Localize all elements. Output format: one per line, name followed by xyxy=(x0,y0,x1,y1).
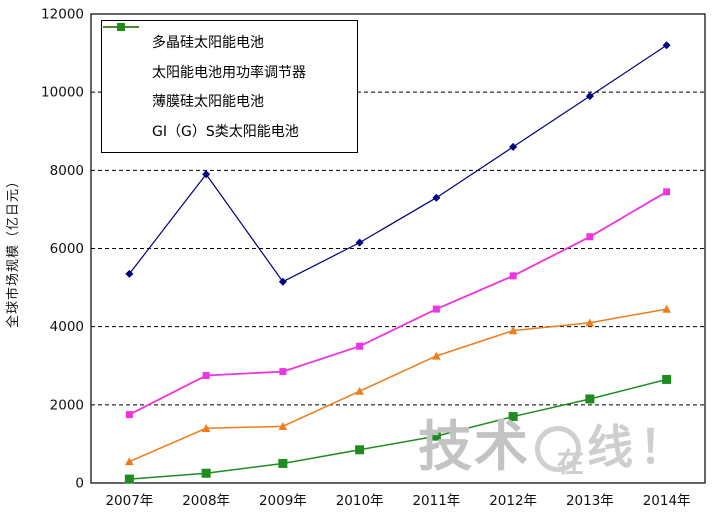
data-point-marker xyxy=(585,92,594,101)
data-point-marker xyxy=(662,41,671,50)
data-point-marker xyxy=(585,394,595,404)
series-line-0 xyxy=(128,44,667,283)
data-point-marker xyxy=(125,411,133,419)
x-tick-label: 2009年 xyxy=(259,493,307,509)
y-tick-label: 4000 xyxy=(50,319,84,335)
y-tick-label: 0 xyxy=(75,476,84,492)
legend-label: 薄膜硅太阳能电池 xyxy=(152,94,264,111)
y-tick-label: 6000 xyxy=(50,241,84,257)
legend-label: GI（G）S类太阳能电池 xyxy=(152,124,299,141)
data-point-marker xyxy=(662,304,671,313)
legend-item: GI（G）S类太阳能电池 xyxy=(103,23,357,144)
data-point-marker xyxy=(432,193,441,202)
data-point-marker xyxy=(125,269,134,278)
data-point-marker xyxy=(586,233,594,241)
data-point-marker xyxy=(432,305,440,313)
legend-item: 多晶硅太阳能电池 xyxy=(103,23,357,55)
x-tick-label: 2013年 xyxy=(566,493,614,509)
series-line-3 xyxy=(129,378,667,480)
data-point-marker xyxy=(278,277,287,286)
legend-item: 薄膜硅太阳能电池 xyxy=(103,22,357,114)
x-tick-label: 2012年 xyxy=(489,493,537,509)
data-point-marker xyxy=(431,431,441,441)
series-line-1 xyxy=(128,191,668,416)
data-point-marker xyxy=(663,188,671,196)
data-point-marker xyxy=(202,372,210,380)
data-point-marker xyxy=(355,238,364,247)
y-tick-label: 10000 xyxy=(41,85,84,101)
legend-item: 太阳能电池用功率调节器 xyxy=(103,23,357,85)
legend-marker-triangle-icon xyxy=(103,22,150,107)
x-tick-label: 2007年 xyxy=(105,493,153,509)
data-point-marker xyxy=(124,474,134,484)
y-axis-title: 全球市场规模（亿日元） xyxy=(6,174,21,329)
legend-marker-diamond-icon xyxy=(103,23,150,48)
x-tick-label: 2011年 xyxy=(412,493,460,509)
data-point-marker xyxy=(508,326,518,335)
legend: 多晶硅太阳能电池 太阳能电池用功率调节器 薄膜硅太阳能电池 GI（G）S类太阳能… xyxy=(101,20,358,153)
data-point-marker xyxy=(201,423,211,432)
data-point-marker xyxy=(585,318,595,327)
y-tick-label: 12000 xyxy=(41,7,84,23)
series-line-2 xyxy=(129,308,667,463)
data-point-marker xyxy=(201,468,211,478)
data-point-marker xyxy=(662,374,672,384)
x-tick-label: 2008年 xyxy=(182,493,230,509)
data-point-marker xyxy=(356,342,364,350)
data-point-marker xyxy=(432,351,441,360)
x-tick-label: 2010年 xyxy=(336,493,384,509)
y-tick-label: 2000 xyxy=(50,397,84,413)
legend-marker-square-icon xyxy=(103,23,150,78)
data-point-marker xyxy=(509,272,517,280)
data-point-marker xyxy=(125,457,134,466)
legend-label: 太阳能电池用功率调节器 xyxy=(152,64,306,81)
data-point-marker xyxy=(278,458,288,468)
data-point-marker xyxy=(279,368,287,376)
y-tick-label: 8000 xyxy=(50,163,84,179)
data-point-marker xyxy=(202,170,211,179)
data-point-marker xyxy=(508,412,518,422)
plot-frame xyxy=(90,13,706,484)
data-point-marker xyxy=(509,142,518,151)
legend-marker-square-icon xyxy=(103,23,150,137)
data-point-marker xyxy=(278,422,288,430)
x-tick-label: 2014年 xyxy=(643,493,691,509)
data-point-marker xyxy=(355,386,364,395)
legend-label: 多晶硅太阳能电池 xyxy=(152,34,264,51)
data-point-marker xyxy=(355,445,365,455)
